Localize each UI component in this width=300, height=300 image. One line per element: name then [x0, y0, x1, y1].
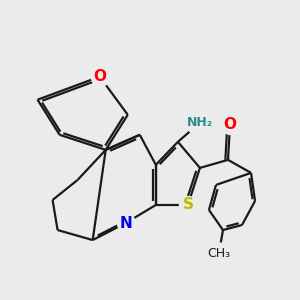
Text: O: O — [224, 117, 236, 132]
Text: N: N — [119, 215, 132, 230]
Text: NH₂: NH₂ — [187, 116, 213, 129]
Text: S: S — [182, 197, 194, 212]
Text: CH₃: CH₃ — [207, 247, 230, 260]
Text: O: O — [93, 69, 106, 84]
